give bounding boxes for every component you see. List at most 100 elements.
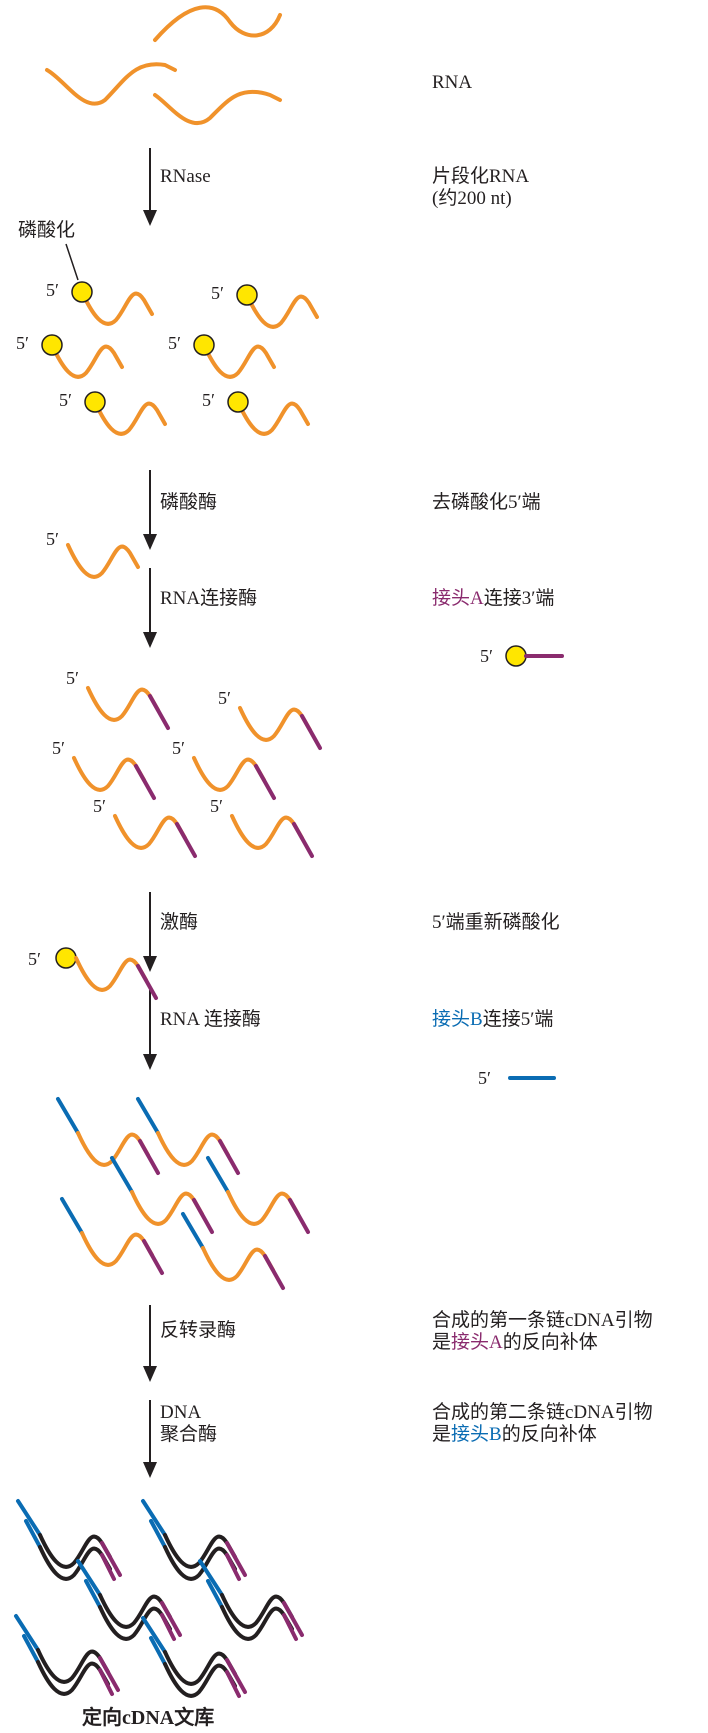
ds-adapter-a xyxy=(225,1541,247,1577)
adapter-a-segment xyxy=(134,764,156,800)
adapter-a-segment xyxy=(192,1198,214,1234)
fragment-strand xyxy=(80,1231,154,1267)
first-strand-label-line2: 是接头A的反向补体 xyxy=(432,1332,598,1354)
adapter-a-segment xyxy=(218,1139,240,1175)
ds-cdna-strand-bottom xyxy=(220,1605,294,1641)
ds-adapter-a xyxy=(225,1658,247,1694)
rna-strand xyxy=(153,89,282,126)
five-prime-label: 5′ xyxy=(52,738,65,758)
adapter-b-segment xyxy=(60,1197,84,1235)
adapter-b-segment xyxy=(206,1156,230,1194)
ds-cdna-strand-bottom xyxy=(38,1545,112,1581)
adapter-a-segment xyxy=(138,1139,160,1175)
adapter-b-ligation-label: 接头B连接5′端 xyxy=(432,1009,553,1031)
five-prime-label: 5′ xyxy=(478,1068,491,1088)
fragment-strand xyxy=(80,290,154,326)
phosphate-group xyxy=(236,284,258,306)
second-strand-label-line1: 合成的第二条链cDNA引物 xyxy=(432,1402,653,1423)
fragment-strand xyxy=(156,1131,230,1167)
five-prime-label: 5′ xyxy=(172,738,185,758)
five-prime-label: 5′ xyxy=(93,796,106,816)
rephosphorylation-label: 5′端重新磷酸化 xyxy=(432,912,560,933)
adapter-b-segment xyxy=(136,1097,160,1135)
ds-adapter-b xyxy=(141,1499,167,1537)
second-strand-adapter: 接头B xyxy=(451,1424,502,1445)
step-rna-ligase-2: RNA 连接酶 xyxy=(160,1009,261,1030)
five-prime-label: 5′ xyxy=(218,688,231,708)
fragment-strand xyxy=(50,343,124,379)
five-prime-label: 5′ xyxy=(16,333,29,353)
five-prime-labels: 5′ 5′ 5′ 5′ 5′ 5′ 5′ 5′ 5′ 5′ 5′ 5′ 5′ 5′ 5′ 5′ xyxy=(16,280,493,1088)
ds-adapter-b-lower xyxy=(22,1634,40,1664)
step-phosphatase: 磷酸酶 xyxy=(160,492,218,513)
ds-cdna-strand-top xyxy=(220,1593,294,1629)
adapter-b-segment xyxy=(110,1156,134,1194)
fragment-strand xyxy=(192,756,266,792)
fragment-strand xyxy=(86,686,160,722)
step-rna-ligase: RNA连接酶 xyxy=(160,588,258,609)
step-kinase: 激酶 xyxy=(160,912,199,933)
ds-cdna-strand-top xyxy=(163,1650,237,1686)
adapter-a-segment xyxy=(254,764,276,800)
arrow-rna-ligase-2-head xyxy=(143,1054,157,1070)
adapter-a-segment xyxy=(148,694,170,730)
fragment-strand xyxy=(238,706,312,742)
ds-adapter-a-lower xyxy=(98,1668,114,1696)
phosphorylation-leader xyxy=(65,243,79,281)
five-prime-label: 5′ xyxy=(211,283,224,303)
ds-cdna-strand-top xyxy=(36,1648,110,1684)
adapter-b-segment xyxy=(56,1097,80,1135)
adapter-a-segment xyxy=(300,714,322,750)
rna-strand xyxy=(45,62,177,106)
arrow-rnase-head xyxy=(143,210,157,226)
step-dna-polymerase-line1: DNA xyxy=(160,1402,202,1423)
fragment-strand xyxy=(72,756,146,792)
fragmented-rna-label: 片段化RNA xyxy=(432,166,530,187)
five-prime-label: 5′ xyxy=(59,390,72,410)
arrow-dna-polymerase-head xyxy=(143,1462,157,1478)
fragment-strand xyxy=(230,814,304,850)
adapter-a-segment xyxy=(175,822,197,858)
adapter-a-segment xyxy=(136,964,158,1000)
ds-adapter-b-lower xyxy=(149,1519,167,1549)
first-strand-adapter: 接头A xyxy=(451,1332,503,1353)
ds-adapter-b-lower xyxy=(84,1579,102,1609)
fragment-strand xyxy=(130,1190,204,1226)
process-arrows xyxy=(143,148,157,1478)
fragment-strand xyxy=(236,400,310,436)
strands xyxy=(14,5,564,1698)
library-caption: 定向cDNA文库 xyxy=(82,1707,215,1729)
ds-adapter-b xyxy=(16,1499,42,1537)
phosphate-group xyxy=(41,334,63,356)
ds-adapter-a-lower xyxy=(160,1613,176,1641)
first-strand-pre: 是 xyxy=(432,1332,452,1353)
fragment-strand xyxy=(202,343,276,379)
step-rnase: RNase xyxy=(160,166,211,187)
adapter-b-ligation-text: 连接5′端 xyxy=(482,1009,554,1030)
ds-adapter-a-lower xyxy=(225,1670,241,1698)
five-prime-label: 5′ xyxy=(202,390,215,410)
five-prime-label: 5′ xyxy=(66,668,79,688)
adapter-a-segment xyxy=(292,822,314,858)
ds-adapter-b xyxy=(14,1614,40,1652)
fragment-strand xyxy=(245,293,319,329)
step-dna-polymerase-line2: 聚合酶 xyxy=(160,1424,218,1445)
adapter-b-name: 接头B xyxy=(432,1009,483,1030)
second-strand-label-line2: 是接头B的反向补体 xyxy=(432,1424,597,1446)
first-strand-label-line1: 合成的第一条链cDNA引物 xyxy=(432,1310,653,1331)
phosphate-group xyxy=(227,391,249,413)
first-strand-post: 的反向补体 xyxy=(502,1332,598,1353)
fragment-strand xyxy=(201,1246,275,1282)
ds-adapter-b xyxy=(141,1616,167,1654)
ds-adapter-b xyxy=(76,1559,102,1597)
five-prime-label: 5′ xyxy=(28,949,41,969)
second-strand-pre: 是 xyxy=(432,1424,452,1445)
adapter-a-name: 接头A xyxy=(432,588,484,609)
phosphate-group xyxy=(505,645,527,667)
phosphate-group xyxy=(55,947,77,969)
ds-adapter-a-lower xyxy=(225,1553,241,1581)
ds-adapter-b-lower xyxy=(206,1579,224,1609)
ds-adapter-a-lower xyxy=(100,1553,116,1581)
